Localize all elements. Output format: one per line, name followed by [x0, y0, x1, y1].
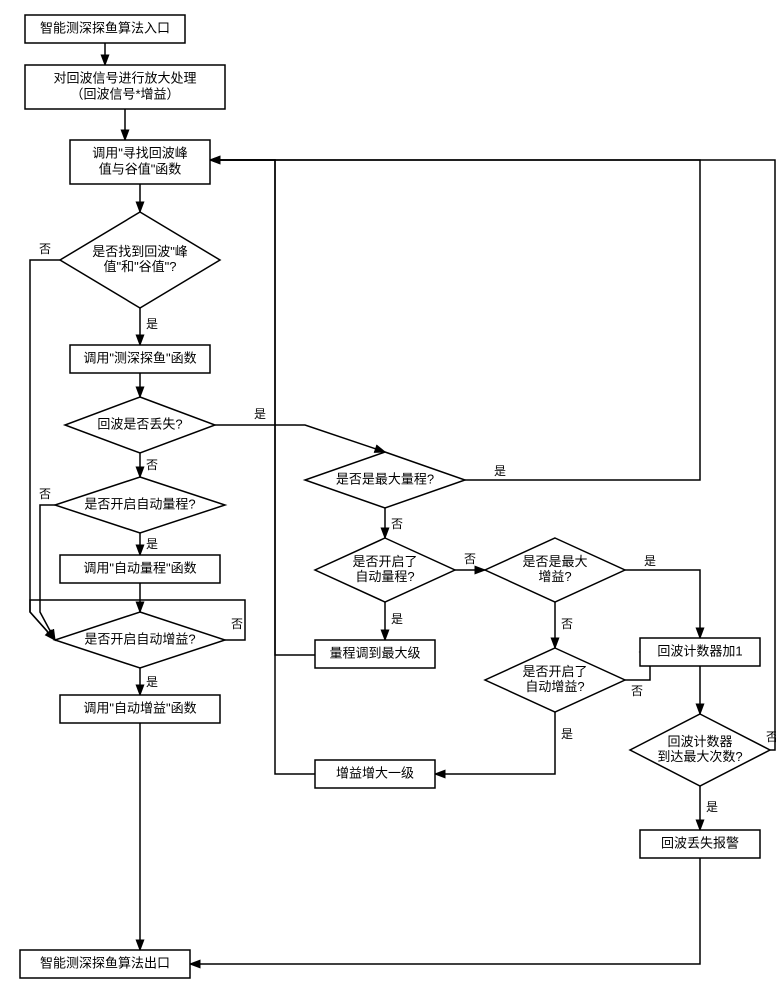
- svg-text:（回波信号*增益）: （回波信号*增益）: [70, 86, 179, 101]
- svg-text:自动量程?: 自动量程?: [355, 569, 414, 584]
- edge-8: [40, 505, 55, 640]
- edge-23: [210, 160, 315, 774]
- svg-text:是: 是: [561, 727, 573, 741]
- svg-text:是否开启自动量程?: 是否开启自动量程?: [84, 496, 195, 511]
- svg-text:增益?: 增益?: [538, 569, 571, 584]
- svg-text:回波计数器加1: 回波计数器加1: [657, 643, 742, 658]
- svg-text:到达最大次数?: 到达最大次数?: [657, 749, 742, 764]
- svg-text:智能测深探鱼算法出口: 智能测深探鱼算法出口: [40, 955, 170, 970]
- flowchart: 智能测深探鱼算法入口对回波信号进行放大处理（回波信号*增益） 调用"寻找回波峰值与…: [0, 0, 776, 1000]
- svg-text:量程调到最大级: 量程调到最大级: [329, 645, 420, 660]
- svg-text:否: 否: [146, 458, 158, 472]
- svg-text:是否开启了: 是否开启了: [522, 664, 587, 679]
- svg-text:调用"自动增益"函数: 调用"自动增益"函数: [83, 700, 196, 715]
- edge-27: [190, 858, 700, 964]
- svg-text:调用"自动量程"函数: 调用"自动量程"函数: [83, 560, 196, 575]
- svg-text:是: 是: [146, 317, 158, 331]
- svg-text:值与谷值"函数: 值与谷值"函数: [99, 161, 182, 176]
- svg-text:是否找到回波"峰: 是否找到回波"峰: [92, 244, 188, 259]
- svg-text:否: 否: [766, 730, 776, 744]
- svg-text:是: 是: [146, 675, 158, 689]
- svg-text:回波是否丢失?: 回波是否丢失?: [97, 416, 182, 431]
- svg-text:值"和"谷值"?: 值"和"谷值"?: [103, 259, 176, 274]
- edge-7: [215, 425, 385, 452]
- svg-text:否: 否: [39, 487, 51, 501]
- svg-text:调用"测深探鱼"函数: 调用"测深探鱼"函数: [83, 350, 196, 365]
- svg-text:回波丢失报警: 回波丢失报警: [661, 835, 739, 850]
- edge-4: [30, 260, 60, 640]
- svg-text:否: 否: [464, 552, 476, 566]
- svg-text:对回波信号进行放大处理: 对回波信号进行放大处理: [53, 70, 196, 85]
- svg-text:回波计数器: 回波计数器: [667, 734, 732, 749]
- svg-text:否: 否: [231, 617, 243, 631]
- svg-text:是否开启了: 是否开启了: [352, 554, 417, 569]
- svg-text:否: 否: [561, 617, 573, 631]
- edge-20: [625, 570, 700, 638]
- svg-text:自动增益?: 自动增益?: [525, 679, 584, 694]
- svg-text:是: 是: [391, 612, 403, 626]
- svg-text:是: 是: [146, 537, 158, 551]
- svg-text:智能测深探鱼算法入口: 智能测深探鱼算法入口: [40, 20, 170, 35]
- svg-text:是: 是: [644, 554, 656, 568]
- svg-text:是否是最大: 是否是最大: [522, 554, 587, 569]
- svg-text:否: 否: [39, 242, 51, 256]
- svg-text:调用"寻找回波峰: 调用"寻找回波峰: [92, 145, 188, 160]
- edge-22: [435, 712, 555, 774]
- svg-text:否: 否: [391, 517, 403, 531]
- svg-text:是否是最大量程?: 是否是最大量程?: [336, 471, 434, 486]
- svg-text:是: 是: [254, 407, 266, 421]
- svg-text:是否开启自动增益?: 是否开启自动增益?: [84, 631, 195, 646]
- svg-text:增益增大一级: 增益增大一级: [336, 765, 414, 780]
- edge-14: [210, 160, 700, 480]
- svg-text:是: 是: [706, 800, 718, 814]
- svg-text:是: 是: [494, 464, 506, 478]
- svg-text:否: 否: [631, 684, 643, 698]
